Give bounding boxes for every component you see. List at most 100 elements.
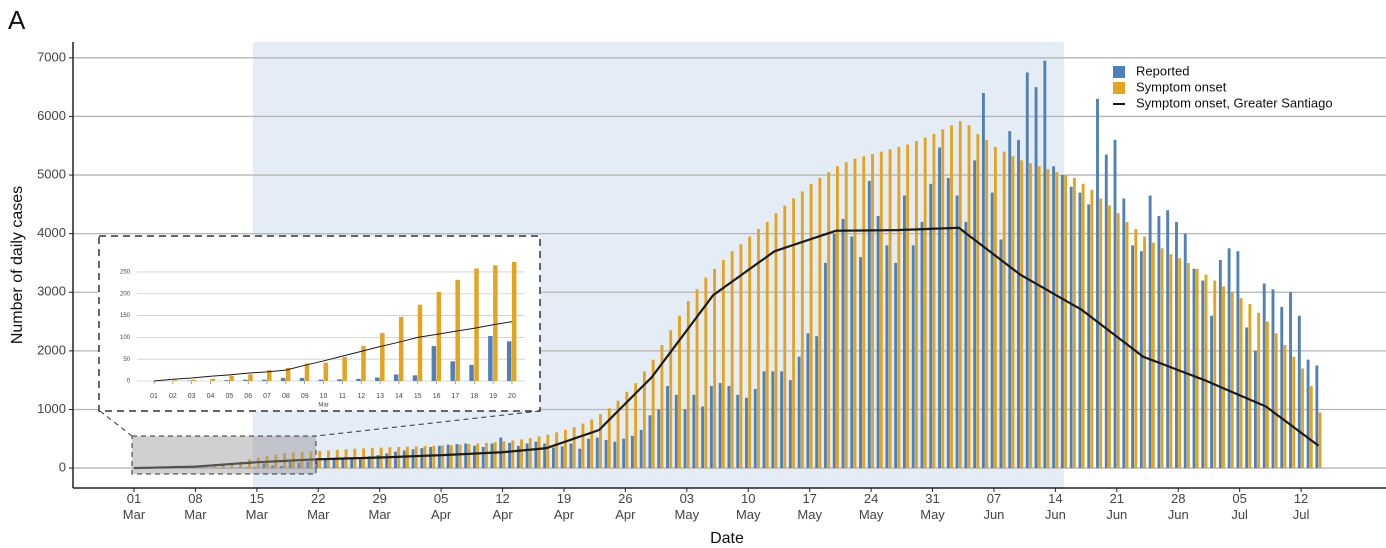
bar [458, 444, 462, 469]
bar [1210, 315, 1214, 469]
bar [721, 260, 725, 469]
bar [358, 457, 362, 469]
inset-x-tick-label: 16 [433, 393, 441, 400]
bar [923, 137, 927, 469]
bar [1148, 195, 1152, 469]
bar [736, 394, 740, 469]
y-tick-label: 1000 [37, 401, 66, 416]
bar [748, 236, 752, 469]
bar [783, 205, 787, 469]
bar [431, 346, 437, 381]
bar [824, 262, 827, 469]
bar [990, 192, 994, 469]
bar [800, 191, 804, 469]
inset-x-tick-label: 20 [508, 393, 516, 400]
bar [1213, 280, 1217, 469]
x-tick-label: 21 Jun [1106, 491, 1128, 522]
bar [788, 380, 792, 469]
inset-x-tick-label: 15 [414, 393, 422, 400]
inset-x-tick-label: 14 [395, 393, 403, 400]
bar [1025, 72, 1029, 469]
bar [306, 461, 310, 469]
y-tick-label: 7000 [37, 49, 66, 64]
bar [1072, 177, 1076, 469]
bar [485, 442, 488, 469]
bar [897, 146, 901, 469]
inset-x-tick-label: 13 [376, 393, 384, 400]
bar [1029, 163, 1032, 469]
inset-y-tick-label: 50 [123, 357, 130, 363]
bar [1113, 139, 1117, 469]
legend-label: Symptom onset [1136, 79, 1227, 94]
inset-y-tick-label: 100 [120, 335, 131, 341]
bar [1248, 303, 1252, 469]
legend-label: Symptom onset, Greater Santiago [1136, 95, 1333, 110]
bar [709, 386, 713, 469]
bar [1052, 166, 1056, 469]
bar [753, 388, 757, 469]
bar [818, 177, 822, 469]
bar [221, 464, 225, 469]
x-tick-label: 10 May [735, 491, 761, 522]
bar [1116, 213, 1120, 469]
bar [385, 453, 389, 469]
bar [490, 443, 494, 469]
bar [630, 435, 634, 469]
bar [920, 221, 924, 469]
bar [1297, 315, 1301, 469]
bar [1139, 251, 1143, 469]
bar [563, 429, 567, 469]
bar [297, 462, 301, 469]
bar [622, 438, 626, 469]
bar [967, 125, 971, 469]
bar [853, 158, 857, 469]
inset-x-tick-label: 06 [244, 393, 252, 400]
bar [976, 134, 980, 469]
bar [356, 378, 361, 381]
bar [1301, 368, 1304, 469]
inset-y-tick-label: 150 [120, 313, 131, 319]
bar [315, 461, 318, 469]
bar [797, 356, 801, 469]
bar [191, 379, 197, 381]
bar [464, 443, 468, 469]
bar [862, 156, 866, 469]
bar [607, 408, 611, 469]
x-tick-label: 03 May [674, 491, 700, 522]
bar [1218, 260, 1222, 469]
bar [595, 437, 599, 469]
inset: 0 50 100 150 200 250 01 02 03 04 05 06 07 08 09 10 11 12 1… [120, 261, 525, 409]
inset-x-tick-label: 03 [188, 393, 196, 400]
bar [432, 445, 436, 469]
panel-label: A [8, 5, 26, 35]
bar [552, 447, 555, 469]
bar [1060, 175, 1064, 469]
bar [417, 304, 423, 381]
bar [832, 233, 836, 469]
bar [616, 400, 620, 469]
bar [1262, 283, 1266, 469]
bar [279, 465, 283, 469]
bar [1192, 268, 1196, 469]
bar [455, 279, 460, 381]
y-tick-label: 5000 [37, 166, 66, 181]
bar [414, 446, 418, 469]
x-tick-label: 07 Jun [983, 491, 1005, 522]
bar [323, 459, 327, 469]
inset-x-tick-label: 10 [320, 393, 328, 400]
bar [342, 357, 347, 381]
bar [792, 198, 796, 469]
bar [1254, 350, 1257, 469]
bar [1239, 298, 1243, 469]
inset-x-tick-label: 08 [282, 393, 290, 400]
bar [955, 195, 959, 469]
bar [441, 445, 445, 469]
bar [1195, 268, 1199, 469]
inset-month-label: Mar [318, 403, 328, 409]
bar [230, 463, 234, 469]
bar [964, 221, 968, 469]
bar [361, 346, 366, 381]
bar [879, 151, 883, 469]
bar [1292, 356, 1296, 469]
y-tick-label: 3000 [37, 284, 66, 299]
